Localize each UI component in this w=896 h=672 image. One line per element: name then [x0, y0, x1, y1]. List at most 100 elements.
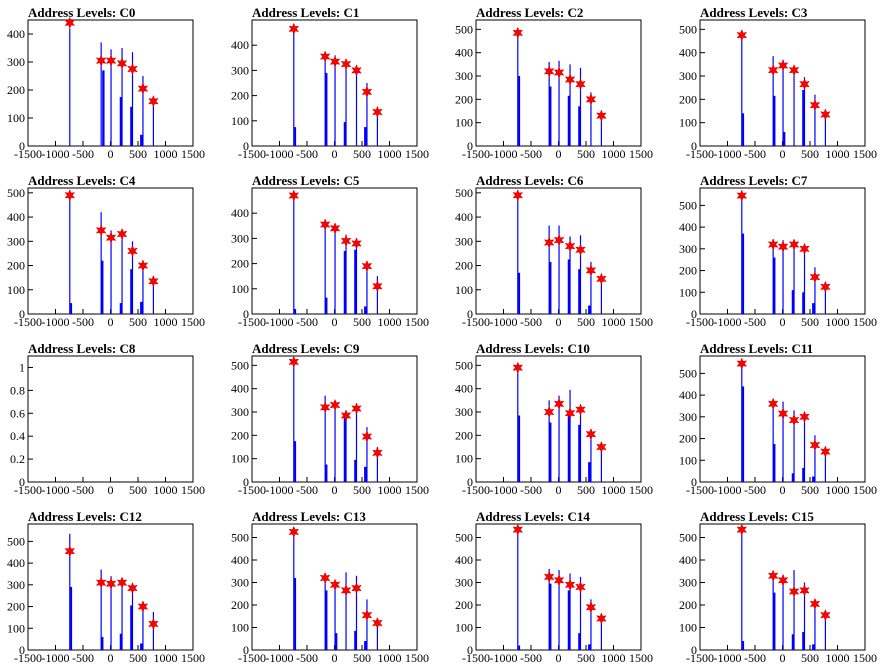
y-tick-label: 200: [7, 83, 25, 97]
peak-marker: [553, 66, 565, 79]
peak-bar: [100, 42, 102, 146]
panel-title: Address Levels: C15: [700, 509, 814, 524]
minor-bar: [325, 297, 328, 314]
y-tick-label: 0: [691, 307, 697, 321]
x-tick-label: 500: [353, 483, 371, 497]
x-tick-label: -1000: [266, 651, 294, 665]
y-tick-label: 300: [7, 55, 25, 69]
y-tick-label: 500: [7, 186, 25, 200]
peak-bar: [600, 615, 602, 650]
x-tick-label: 0: [108, 483, 114, 497]
minor-bar: [354, 249, 357, 314]
x-tick-label: -500: [744, 483, 766, 497]
panel-title: Address Levels: C8: [28, 341, 136, 356]
x-tick-label: -1500: [686, 651, 714, 665]
y-tick-label: 400: [7, 210, 25, 224]
x-tick-label: 1500: [181, 147, 205, 161]
y-tick-label: 300: [231, 63, 249, 77]
minor-bar: [549, 583, 552, 650]
peak-marker: [351, 581, 362, 595]
peak-marker: [543, 405, 555, 419]
chart-panel: Address Levels: C40100200300400500-1500-…: [7, 173, 205, 329]
minor-bar: [549, 261, 552, 314]
y-tick-label: 200: [679, 92, 697, 106]
peak-marker: [288, 189, 300, 202]
peak-marker: [64, 544, 76, 558]
y-tick-label: 200: [7, 600, 25, 614]
peak-marker: [64, 16, 76, 29]
y-tick-label: 400: [679, 46, 697, 60]
y-tick-label: 400: [455, 210, 473, 224]
peak-marker: [575, 580, 586, 594]
peak-bar: [152, 611, 154, 650]
peak-bar: [517, 195, 519, 314]
chart-panel: Address Levels: C8 0 0.2 0.4 0.6 0.8 1 -1500 -10…: [10, 341, 205, 497]
y-tick-label: 0: [243, 307, 249, 321]
peak-marker: [788, 238, 800, 251]
x-tick-label: 1500: [181, 651, 205, 665]
minor-bar: [364, 466, 367, 482]
minor-bar: [325, 464, 328, 482]
peak-marker: [736, 523, 748, 536]
peak-bar: [590, 261, 592, 314]
peak-bar: [376, 619, 378, 650]
chart-panel: Address Levels: C13 0 100 200 300 400 500 -1500…: [231, 509, 429, 665]
minor-bar: [354, 630, 357, 650]
minor-bar: [119, 303, 123, 314]
peak-marker: [116, 576, 128, 589]
y-tick-label: 300: [455, 69, 473, 83]
y-tick-label: 400: [231, 38, 249, 52]
y-tick-label: 300: [679, 410, 697, 424]
minor-bar: [130, 269, 133, 314]
y-tick-label: 500: [679, 22, 697, 36]
peak-marker: [767, 63, 779, 77]
minor-bar: [354, 459, 357, 482]
minor-bar: [588, 305, 591, 314]
y-tick-label: 100: [455, 283, 473, 297]
minor-bar: [578, 424, 581, 482]
panel-title: Address Levels: C10: [476, 341, 590, 356]
x-tick-label: -500: [520, 651, 542, 665]
peak-marker: [148, 95, 159, 108]
peak-marker: [329, 222, 341, 235]
minor-bar: [517, 415, 521, 482]
peak-marker: [372, 280, 383, 293]
x-tick-label: 1000: [378, 483, 402, 497]
panel-title: Address Levels: C12: [28, 509, 142, 524]
peak-marker: [777, 59, 789, 72]
panel-title: Address Levels: C5: [252, 173, 360, 188]
y-tick-label: 400: [231, 382, 249, 396]
peak-marker: [512, 523, 524, 536]
minor-bar: [773, 257, 776, 314]
x-tick-label: 500: [353, 315, 371, 329]
chart-panel: Address Levels: C60100200300400500-1500-…: [455, 173, 653, 329]
peak-bar: [69, 28, 71, 146]
minor-bar: [802, 90, 805, 146]
y-tick-label: 300: [679, 69, 697, 83]
peak-marker: [596, 440, 607, 454]
x-tick-label: -500: [520, 315, 542, 329]
peak-bar: [345, 572, 347, 650]
peak-bar: [152, 276, 154, 314]
x-tick-label: 500: [577, 147, 595, 161]
y-tick-label: 200: [455, 428, 473, 442]
peak-marker: [319, 401, 331, 414]
peak-bar: [803, 414, 806, 482]
minor-bar: [101, 260, 104, 314]
y-tick-label: 500: [455, 531, 473, 545]
x-tick-label: -1500: [14, 315, 42, 329]
peak-marker: [820, 280, 831, 294]
y-tick-label: 400: [679, 388, 697, 402]
minor-bar: [293, 441, 297, 482]
peak-marker: [116, 227, 128, 241]
panel-title: Address Levels: C2: [476, 5, 583, 20]
peak-bar: [366, 599, 368, 650]
y-tick-label: 300: [7, 234, 25, 248]
peak-marker: [319, 571, 331, 585]
panel-title: Address Levels: C1: [252, 5, 359, 20]
minor-bar: [119, 97, 123, 146]
peak-marker: [127, 62, 138, 76]
x-tick-label: 0: [556, 315, 562, 329]
peak-bar: [782, 59, 784, 146]
x-tick-label: 500: [801, 651, 819, 665]
